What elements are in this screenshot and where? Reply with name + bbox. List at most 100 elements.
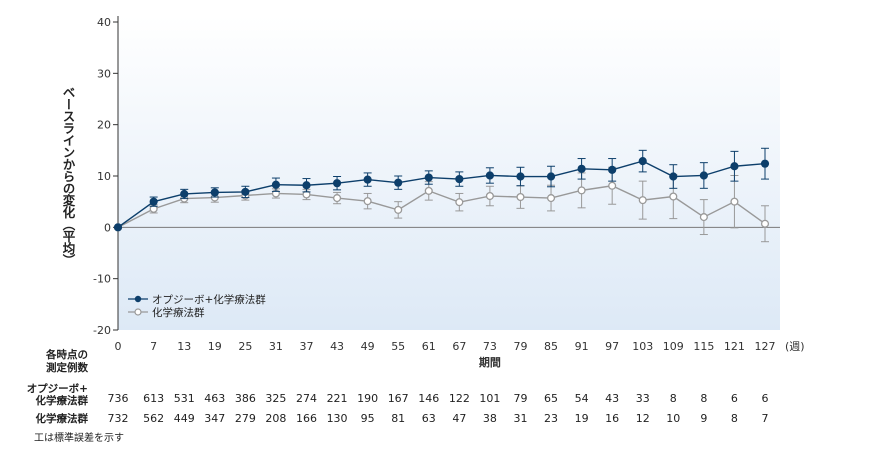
count-value: 386 [235,392,256,405]
y-tick-label: 20 [97,119,111,132]
data-point [210,188,219,197]
x-tick-label: 25 [238,340,252,353]
x-tick-label: 91 [575,340,589,353]
y-tick-label: 40 [97,16,111,29]
x-tick-label: 13 [177,340,191,353]
count-value: 47 [452,412,466,425]
count-value: 732 [108,412,129,425]
series-line [117,185,766,228]
legend-swatch-marker [134,295,142,303]
data-point [302,181,311,190]
count-value: 208 [265,412,286,425]
data-point [516,172,525,181]
legend-swatch-marker [134,308,142,316]
data-point [669,172,678,181]
count-value: 166 [296,412,317,425]
count-value: 6 [762,392,769,405]
x-tick-label: 97 [605,340,619,353]
count-value: 101 [479,392,500,405]
data-point [699,213,708,222]
count-value: 146 [418,392,439,405]
data-point [730,162,739,171]
counts-row-label: 化学療法群 [36,412,89,425]
count-value: 449 [174,412,195,425]
count-value: 31 [513,412,527,425]
x-tick-label: 73 [483,340,497,353]
data-point [455,174,464,184]
x-tick-label: 19 [208,340,222,353]
data-point [271,180,281,189]
count-value: 325 [265,392,286,405]
x-tick-label: 115 [693,340,714,353]
data-point [180,189,189,199]
count-value: 81 [391,412,405,425]
data-point [577,186,586,195]
data-point [546,172,556,181]
series-line [117,160,766,228]
footnote: 工は標準誤差を示す [34,431,124,444]
data-point [332,179,342,188]
x-tick-label: 67 [452,340,466,353]
data-point [638,157,647,166]
x-axis-title: 期間 [479,355,501,369]
count-value: 122 [449,392,470,405]
count-value: 531 [174,392,195,405]
x-tick-label: 103 [632,340,653,353]
x-tick-label: 37 [299,340,313,353]
x-tick-label: 61 [422,340,436,353]
x-tick-label: 85 [544,340,558,353]
y-axis-title: ベースラインからの変化（平均） [61,86,76,266]
y-tick-label: 30 [97,67,111,80]
data-point [241,187,250,197]
count-value: 79 [513,392,527,405]
legend-label: オプジーボ+化学療法群 [152,293,266,306]
x-tick-label: 79 [513,340,527,353]
count-value: 463 [204,392,225,405]
x-tick-label: 109 [663,340,684,353]
plot-background [118,16,780,330]
data-point [577,164,586,173]
count-value: 33 [636,392,650,405]
count-value: 8 [700,392,707,405]
count-value: 562 [143,412,164,425]
count-value: 8 [731,412,738,425]
data-point [394,178,403,187]
data-point [455,198,464,207]
data-point [760,159,770,168]
count-value: 167 [388,392,409,405]
y-tick-label: -10 [93,273,111,286]
data-point [149,197,158,206]
counts-row-label: オプジーボ+ [27,382,88,395]
y-tick-label: 10 [97,170,111,183]
count-value: 12 [636,412,650,425]
data-point [485,191,494,201]
data-point [608,165,617,174]
x-tick-label: 121 [724,340,745,353]
count-value: 23 [544,412,558,425]
count-value: 19 [575,412,589,425]
data-point [363,197,372,206]
x-unit-label: (週) [785,340,805,353]
data-point [485,171,494,180]
data-point [608,181,617,190]
counts-header-line: 各時点の [45,348,88,361]
data-point [546,194,556,203]
count-value: 43 [605,392,619,405]
x-tick-label: 43 [330,340,344,353]
y-tick-label: 0 [104,221,111,234]
count-value: 63 [422,412,436,425]
data-point [333,194,342,203]
x-tick-label: 7 [150,340,157,353]
x-tick-label: 31 [269,340,283,353]
x-tick-label: 55 [391,340,405,353]
count-value: 130 [327,412,348,425]
count-value: 6 [731,392,738,405]
counts-row-label: 化学療法群 [36,394,89,407]
data-point [424,173,433,182]
count-value: 613 [143,392,164,405]
count-value: 38 [483,412,497,425]
series-opdivo-chemo [113,147,770,232]
data-point [730,197,739,206]
